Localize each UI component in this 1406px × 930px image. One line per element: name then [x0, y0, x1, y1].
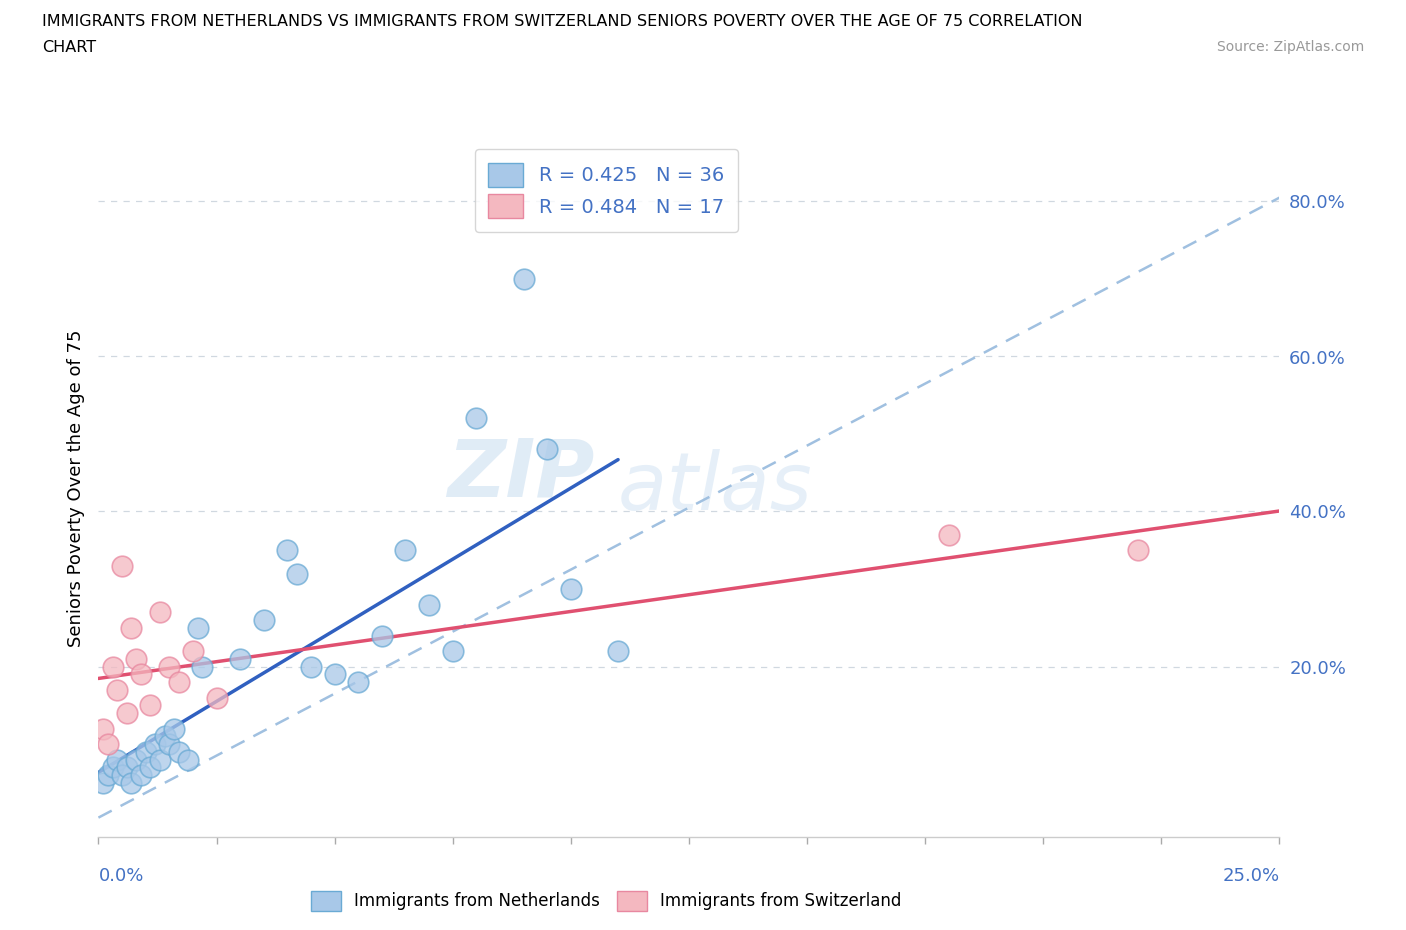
Point: [97, 767, 120, 782]
Point: [111, 558, 134, 573]
Point: [253, 613, 276, 628]
Text: 25.0%: 25.0%: [1222, 867, 1279, 884]
Point: [371, 628, 394, 643]
Point: [105, 683, 128, 698]
Point: [394, 543, 416, 558]
Point: [181, 644, 204, 658]
Point: [91, 721, 114, 736]
Legend: Immigrants from Netherlands, Immigrants from Switzerland: Immigrants from Netherlands, Immigrants …: [302, 883, 910, 920]
Point: [97, 737, 120, 751]
Point: [139, 698, 162, 712]
Point: [149, 752, 172, 767]
Point: [167, 674, 190, 689]
Point: [125, 651, 148, 666]
Point: [441, 644, 464, 658]
Point: [536, 442, 558, 457]
Point: [323, 667, 346, 682]
Y-axis label: Seniors Poverty Over the Age of 75: Seniors Poverty Over the Age of 75: [66, 329, 84, 647]
Point: [285, 566, 308, 581]
Point: [143, 737, 166, 751]
Point: [299, 659, 322, 674]
Point: [465, 411, 488, 426]
Point: [187, 620, 209, 635]
Text: IMMIGRANTS FROM NETHERLANDS VS IMMIGRANTS FROM SWITZERLAND SENIORS POVERTY OVER : IMMIGRANTS FROM NETHERLANDS VS IMMIGRANT…: [42, 14, 1083, 29]
Point: [139, 760, 162, 775]
Point: [177, 752, 200, 767]
Text: atlas: atlas: [619, 449, 813, 527]
Point: [125, 752, 148, 767]
Point: [115, 706, 138, 721]
Point: [167, 744, 190, 759]
Point: [163, 721, 186, 736]
Text: ZIP: ZIP: [447, 435, 595, 513]
Point: [121, 776, 143, 790]
Point: [135, 744, 157, 759]
Point: [115, 760, 138, 775]
Point: [105, 752, 128, 767]
Point: [121, 620, 143, 635]
Point: [101, 659, 124, 674]
Point: [938, 527, 960, 542]
Point: [129, 767, 152, 782]
Point: [347, 674, 370, 689]
Text: Source: ZipAtlas.com: Source: ZipAtlas.com: [1216, 40, 1364, 54]
Point: [153, 729, 176, 744]
Text: CHART: CHART: [42, 40, 96, 55]
Point: [229, 651, 252, 666]
Point: [1126, 543, 1149, 558]
Point: [191, 659, 214, 674]
Point: [111, 767, 134, 782]
Point: [276, 543, 298, 558]
Point: [149, 604, 172, 619]
Point: [157, 737, 180, 751]
Point: [560, 581, 582, 596]
Point: [157, 659, 180, 674]
Point: [418, 597, 440, 612]
Point: [91, 776, 114, 790]
Point: [205, 690, 228, 705]
Point: [129, 667, 152, 682]
Point: [512, 272, 534, 286]
Text: 0.0%: 0.0%: [98, 867, 143, 884]
Point: [607, 644, 630, 658]
Point: [101, 760, 124, 775]
